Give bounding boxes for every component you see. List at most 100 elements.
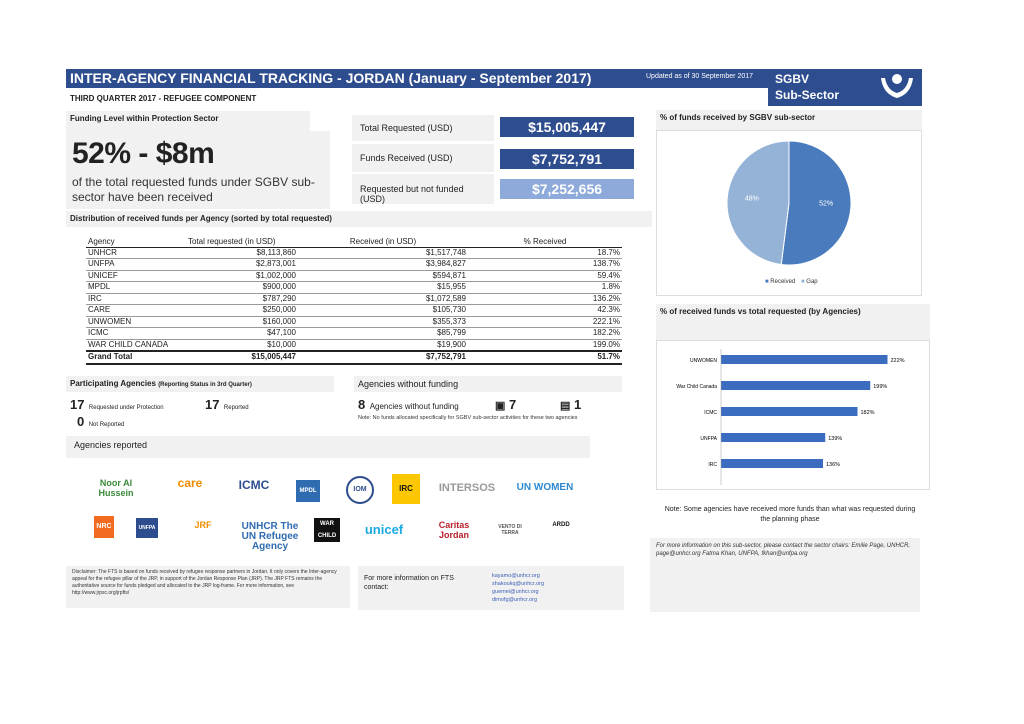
ngo-count-group: ▣ 7 — [495, 397, 516, 412]
bar-icmc — [721, 407, 858, 416]
logo-unfpa: UNFPA — [136, 518, 158, 538]
cell-percent: 182.2% — [468, 327, 622, 340]
logo-mpdl: MPDL — [296, 480, 320, 502]
sector-line2: Sub-Sector — [775, 88, 840, 102]
funding-level-panel: 52% - $8m of the total requested funds u… — [66, 131, 330, 209]
logo-care: care — [177, 476, 203, 490]
kpi-label-box: Requested but not funded (USD) — [352, 174, 494, 204]
cell-percent: 199.0% — [468, 339, 622, 352]
cell-percent: 18.7% — [468, 247, 622, 259]
kpi-total-label: Total Requested (USD) — [360, 123, 453, 133]
fts-email[interactable]: kayamo@unhcr.org — [492, 573, 540, 579]
bar-value-label: 139% — [828, 436, 842, 442]
not-reported-count: 0 — [77, 414, 85, 429]
cell-agency: UNWOMEN — [86, 316, 186, 328]
without-funding-note: Note: No funds allocated specifically fo… — [358, 415, 578, 421]
logo-intersos: INTERSOS — [438, 482, 496, 494]
funding-description: of the total requested funds under SGBV … — [72, 175, 315, 204]
table-row: WAR CHILD CANADA $10,000 $19,900 199.0% — [86, 339, 622, 352]
agencies-reported-header: Agencies reported — [66, 436, 590, 458]
cell-requested: $900,000 — [186, 281, 298, 294]
kpi-received-value: $7,752,791 — [500, 149, 634, 169]
updated-date: Updated as of 30 September 2017 — [646, 73, 754, 80]
cell-received: $19,900 — [298, 339, 468, 352]
requested-count: 17 — [70, 397, 85, 412]
cell-requested: $250,000 — [186, 304, 298, 317]
table-total-row: Grand Total $15,005,447 $7,752,791 51.7% — [86, 350, 622, 365]
col-percent: % Received — [468, 236, 622, 248]
bar-irc — [721, 459, 823, 468]
ngo-icon: ▣ — [495, 400, 506, 412]
without-funding-group: 8 Agencies without funding — [358, 396, 459, 414]
kpi-label-box: Funds Received (USD) — [352, 144, 494, 172]
bars-title: % of received funds vs total requested (… — [660, 307, 861, 316]
un-icon: ▤ — [560, 400, 571, 412]
kpi-unfunded-label: Requested but not funded (USD) — [360, 184, 464, 204]
logo-war-child: WAR CHILD — [314, 518, 340, 542]
col-agency: Agency — [86, 236, 186, 248]
distribution-table-wrap: Agency Total requested (in USD) Received… — [86, 236, 622, 365]
distribution-title: Distribution of received funds per Agenc… — [70, 214, 332, 223]
bar-war-child-canada — [721, 381, 871, 390]
cell-percent: 59.4% — [468, 270, 622, 282]
bar-value-label: 222% — [891, 358, 905, 364]
bar-unwomen — [721, 355, 888, 364]
cell-percent: 42.3% — [468, 304, 622, 317]
cell-agency: WAR CHILD CANADA — [86, 339, 186, 352]
cell-percent: 136.2% — [468, 293, 622, 305]
kpi-label-box: Total Requested (USD) — [352, 115, 494, 141]
logo-noor-al-hussein: Noor Al Hussein — [98, 478, 134, 498]
bars-header: % of received funds vs total requested (… — [656, 304, 930, 340]
cell-received: $15,955 — [298, 281, 468, 294]
participating-header: Participating Agencies (Reporting Status… — [66, 376, 334, 392]
cell-percent: 138.7% — [468, 258, 622, 271]
report-subtitle: THIRD QUARTER 2017 - REFUGEE COMPONENT — [70, 94, 257, 103]
reported-count-group: 17 Reported — [205, 396, 249, 414]
table-row: IRC $787,290 $1,072,589 136.2% — [86, 293, 622, 305]
fts-email[interactable]: dimofg@unhcr.org — [492, 597, 538, 603]
cell-agency: ICMC — [86, 327, 186, 340]
distribution-table: Agency Total requested (in USD) Received… — [86, 236, 622, 365]
contact-text: For more information on this sub-sector,… — [656, 543, 911, 557]
legend-received-swatch: ■ — [765, 279, 769, 285]
legend-gap-label: Gap — [806, 279, 818, 285]
cell-agency: UNICEF — [86, 270, 186, 282]
col-requested: Total requested (in USD) — [186, 236, 298, 248]
without-funding-count: 8 — [358, 397, 366, 412]
pie-label: 48% — [745, 196, 759, 203]
cell-received: $594,871 — [298, 270, 468, 282]
participating-title-wrap: Participating Agencies (Reporting Status… — [66, 376, 334, 391]
participating-title: Participating Agencies — [70, 379, 156, 388]
pie-slice-gap — [726, 140, 790, 266]
fts-email[interactable]: shakoukq@unhcr.org — [492, 581, 545, 587]
logos-area: Noor Al Hussein care ICMC MPDL IOM IRC I… — [66, 466, 596, 552]
bar-value-label: 182% — [861, 410, 875, 416]
pie-header: % of funds received by SGBV sub-sector — [656, 110, 922, 130]
note-text: Note: Some agencies have received more f… — [664, 506, 916, 523]
logo-iom: IOM — [346, 476, 374, 504]
logo-unicef: unicef — [364, 522, 404, 537]
cell-received: $355,373 — [298, 316, 468, 328]
bar-category-label: IRC — [708, 462, 717, 468]
total-percent: 51.7% — [468, 350, 622, 365]
table-row: ICMC $47,100 $85,799 182.2% — [86, 327, 622, 340]
bar-category-label: UNFPA — [700, 436, 717, 442]
bar-category-label: UNWOMEN — [690, 358, 717, 364]
table-row: CARE $250,000 $105,730 42.3% — [86, 304, 622, 317]
ngo-count: 7 — [509, 397, 517, 412]
table-row: UNFPA $2,873,001 $3,984,827 138.7% — [86, 258, 622, 271]
legend-received-label: Received — [770, 279, 796, 285]
pie-legend: ■ Received ■ Gap — [765, 279, 818, 285]
total-received: $7,752,791 — [298, 350, 468, 365]
without-funding-header: Agencies without funding — [354, 376, 622, 392]
bars-panel: UNWOMEN 222% War Child Canada 199% ICMC 182% U… — [656, 340, 930, 490]
cell-requested: $8,113,860 — [186, 247, 298, 259]
fts-email[interactable]: guemei@unhcr.org — [492, 589, 539, 595]
logo-ardd: ARDD — [552, 522, 570, 528]
cell-percent: 1.8% — [468, 281, 622, 294]
logo-irc: IRC — [392, 474, 420, 504]
kpi-unfunded-value: $7,252,656 — [500, 179, 634, 199]
fts-contact-label: For more information on FTS contact: — [364, 575, 454, 591]
cell-percent: 222.1% — [468, 316, 622, 328]
fts-contact-panel: For more information on FTS contact: kay… — [358, 566, 624, 610]
